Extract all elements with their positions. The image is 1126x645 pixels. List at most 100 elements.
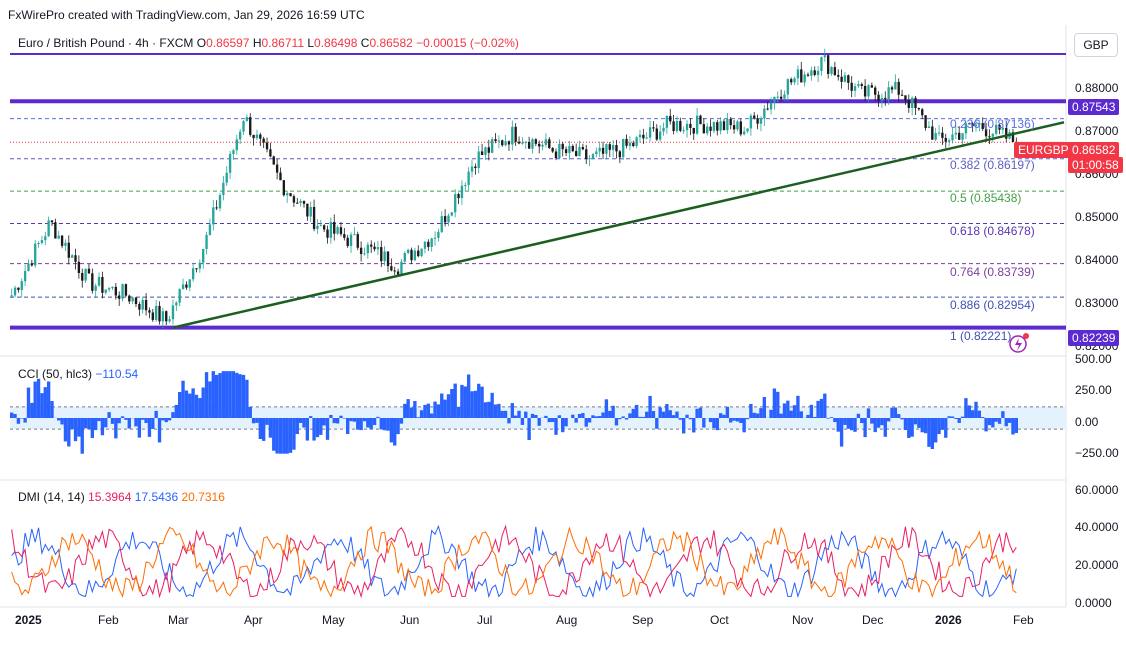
candle-body	[833, 67, 837, 76]
candle-body	[359, 247, 363, 255]
candle-body	[672, 121, 675, 132]
candle-body	[501, 140, 504, 146]
candle-body	[464, 185, 467, 187]
candle-body	[971, 123, 974, 127]
candle-body	[457, 194, 460, 199]
fib-label-0764: 0.764 (0.83739)	[950, 265, 1035, 279]
cci-tick: 250.00	[1075, 383, 1112, 397]
candle-body	[887, 87, 890, 99]
candle-body	[128, 295, 131, 302]
candle-body	[927, 126, 931, 128]
candle-body	[826, 55, 830, 74]
time-tick-0: 2025	[15, 613, 42, 627]
candle-body	[874, 87, 877, 95]
candle-body	[766, 108, 769, 110]
candle-body	[356, 234, 359, 248]
candle-body	[964, 123, 968, 134]
candle-body	[17, 287, 20, 290]
high-label: H	[252, 36, 262, 50]
candle-body	[900, 94, 904, 96]
candle-body	[423, 241, 427, 249]
candle-body	[118, 295, 121, 299]
candle-body	[790, 79, 793, 83]
candle-body	[994, 124, 998, 134]
support-trendline	[172, 121, 1065, 329]
candle-body	[534, 139, 538, 144]
time-tick-6: Jul	[477, 613, 493, 627]
candle-body	[27, 263, 30, 272]
candle-body	[598, 147, 601, 152]
last-price-tag: 0.86582	[1068, 142, 1120, 158]
dmi-legend: DMI (14, 14) 15.3964 17.5436 20.7316	[18, 490, 225, 504]
candle-body	[1011, 132, 1015, 142]
candle-body	[410, 249, 413, 261]
candle-body	[655, 128, 658, 140]
candle-body	[554, 151, 558, 159]
candle-body	[87, 268, 91, 274]
candle-body	[763, 108, 766, 119]
candle-body	[242, 120, 245, 132]
adx-line	[11, 525, 1017, 599]
candle-body	[343, 234, 346, 238]
candle-body	[329, 221, 333, 238]
candle-body	[430, 238, 433, 247]
candle-body	[13, 287, 17, 296]
candle-body	[333, 221, 336, 234]
candle-body	[615, 145, 618, 152]
candle-body	[632, 142, 635, 147]
candle-body	[860, 84, 863, 86]
candle-body	[719, 121, 722, 131]
candle-body	[652, 127, 655, 129]
candle-body	[383, 251, 386, 262]
di-minus-line	[11, 524, 1017, 599]
dmi-adx: 20.7316	[181, 490, 225, 504]
candle-body	[541, 144, 544, 147]
candle-body	[645, 137, 648, 139]
candle-body	[101, 276, 104, 293]
candle-body	[178, 289, 181, 303]
candle-body	[709, 126, 712, 131]
candle-body	[944, 137, 947, 142]
cci-tick: −250.00	[1075, 446, 1119, 460]
candle-body	[460, 185, 464, 199]
candle-body	[729, 118, 732, 126]
candle-body	[232, 150, 235, 154]
candle-body	[437, 231, 440, 238]
candle-body	[339, 227, 343, 235]
candle-body	[692, 127, 695, 134]
currency-button[interactable]: GBP	[1074, 33, 1118, 57]
candle-body	[1001, 127, 1005, 130]
candle-body	[406, 249, 410, 254]
candle-body	[759, 118, 763, 124]
candle-body	[642, 134, 645, 139]
cci-tick: 0.00	[1075, 415, 1099, 429]
candle-body	[417, 250, 420, 257]
candle-body	[746, 128, 749, 132]
candle-body	[548, 139, 551, 149]
candle-body	[296, 202, 299, 204]
candle-body	[370, 244, 373, 247]
candle-body	[870, 85, 874, 88]
candle-body	[675, 121, 679, 132]
candle-body	[984, 128, 988, 137]
open-value: 0.86597	[206, 36, 250, 50]
candle-body	[138, 304, 141, 310]
candle-body	[497, 140, 501, 142]
candle-body	[168, 319, 171, 322]
candle-body	[363, 253, 366, 255]
candle-body	[20, 281, 23, 290]
candle-body	[161, 311, 165, 322]
dmi-tick: 0.0000	[1075, 596, 1112, 610]
candle-body	[185, 284, 188, 288]
candle-body	[897, 81, 900, 95]
candle-body	[40, 240, 44, 243]
attribution: FxWirePro created with TradingView.com, …	[8, 8, 365, 22]
candle-body	[265, 142, 269, 150]
dmi-tick: 20.0000	[1075, 558, 1119, 572]
candle-body	[910, 97, 914, 108]
candle-body	[450, 212, 454, 216]
candle-body	[175, 302, 178, 306]
time-tick-12: 2026	[935, 613, 962, 627]
candle-body	[386, 251, 390, 267]
